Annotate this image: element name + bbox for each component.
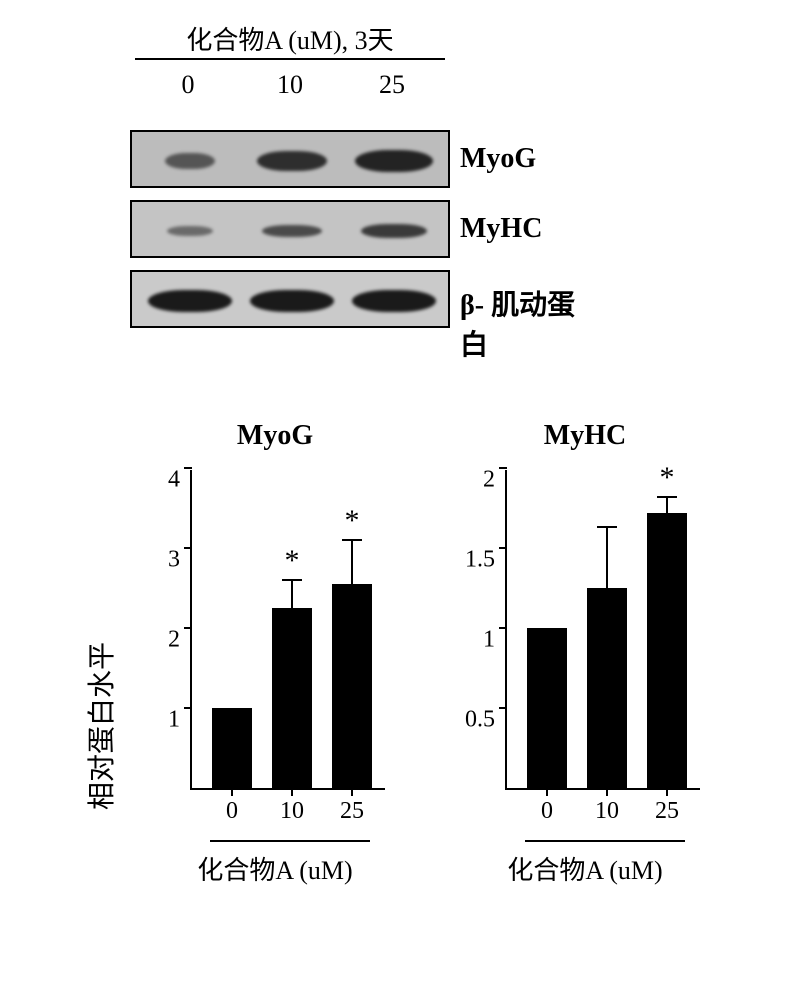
y-tick xyxy=(184,627,192,629)
x-tick xyxy=(231,788,233,796)
error-bar-cap xyxy=(657,496,677,498)
error-bar xyxy=(291,580,293,608)
x-tick xyxy=(606,788,608,796)
significance-marker: * xyxy=(345,504,360,538)
blot-band xyxy=(167,226,213,236)
x-tick-label: 0 xyxy=(541,798,553,825)
chart-plot-area: 12340*10*25 xyxy=(190,470,385,790)
x-axis-bracket xyxy=(525,840,685,842)
chart-plot-area: 0.511.52010*25 xyxy=(505,470,700,790)
error-bar xyxy=(666,497,668,513)
y-tick xyxy=(184,467,192,469)
blot-row xyxy=(130,130,450,188)
error-bar xyxy=(606,527,608,588)
blot-lane-label: 0 xyxy=(168,70,208,100)
y-tick xyxy=(499,707,507,709)
chart-bar xyxy=(332,584,372,788)
x-tick xyxy=(546,788,548,796)
y-tick xyxy=(184,547,192,549)
blot-band xyxy=(165,153,215,169)
chart-bar xyxy=(647,513,687,788)
blot-lane-label: 25 xyxy=(372,70,412,100)
significance-marker: * xyxy=(285,544,300,578)
x-tick-label: 25 xyxy=(340,798,364,825)
y-tick xyxy=(184,707,192,709)
chart-bar xyxy=(587,588,627,788)
x-tick xyxy=(666,788,668,796)
x-tick xyxy=(351,788,353,796)
bar-charts-panel: 相对蛋白水平 MyoG12340*10*25化合物A (uM)MyHC0.511… xyxy=(60,420,740,960)
y-tick xyxy=(499,467,507,469)
error-bar xyxy=(351,540,353,584)
blot-band xyxy=(355,150,433,172)
blot-row-label: MyHC xyxy=(460,213,542,245)
bar-chart: MyHC0.511.52010*25化合物A (uM) xyxy=(445,420,725,900)
blot-band xyxy=(352,290,436,312)
y-tick-label: 1 xyxy=(483,627,495,654)
blot-band xyxy=(361,224,427,238)
chart-bar xyxy=(272,608,312,788)
x-axis-bracket xyxy=(210,840,370,842)
blot-band xyxy=(257,151,327,171)
blot-row xyxy=(130,200,450,258)
y-axis-title: 相对蛋白水平 xyxy=(80,642,120,810)
blot-row-label: MyoG xyxy=(460,143,536,175)
blot-band xyxy=(250,290,334,312)
blot-lane-label: 10 xyxy=(270,70,310,100)
chart-bar xyxy=(527,628,567,788)
blot-header-rule xyxy=(135,58,445,60)
x-tick xyxy=(291,788,293,796)
western-blot-panel: 化合物A (uM), 3天 0 10 25 MyoG MyHC β- 肌动蛋白 xyxy=(100,20,600,390)
x-axis-title: 化合物A (uM) xyxy=(135,850,415,887)
blot-band xyxy=(148,290,232,312)
y-tick xyxy=(499,627,507,629)
significance-marker: * xyxy=(660,461,675,495)
bar-chart: MyoG12340*10*25化合物A (uM) xyxy=(135,420,415,900)
y-tick-label: 2 xyxy=(483,467,495,494)
blot-band xyxy=(262,225,322,237)
x-tick-label: 25 xyxy=(655,798,679,825)
chart-title: MyoG xyxy=(135,420,415,452)
error-bar-cap xyxy=(597,526,617,528)
x-axis-title: 化合物A (uM) xyxy=(445,850,725,887)
error-bar-cap xyxy=(282,579,302,581)
y-tick-label: 3 xyxy=(168,547,180,574)
error-bar-cap xyxy=(342,539,362,541)
y-tick-label: 4 xyxy=(168,467,180,494)
y-tick-label: 1 xyxy=(168,707,180,734)
blot-row xyxy=(130,270,450,328)
y-tick-label: 0.5 xyxy=(465,707,495,734)
blot-row-label: β- 肌动蛋白 xyxy=(460,283,600,363)
chart-bar xyxy=(212,708,252,788)
y-tick-label: 2 xyxy=(168,627,180,654)
y-tick-label: 1.5 xyxy=(465,547,495,574)
x-tick-label: 10 xyxy=(280,798,304,825)
chart-title: MyHC xyxy=(445,420,725,452)
blot-condition-title: 化合物A (uM), 3天 xyxy=(150,20,430,57)
x-tick-label: 10 xyxy=(595,798,619,825)
x-tick-label: 0 xyxy=(226,798,238,825)
y-tick xyxy=(499,547,507,549)
